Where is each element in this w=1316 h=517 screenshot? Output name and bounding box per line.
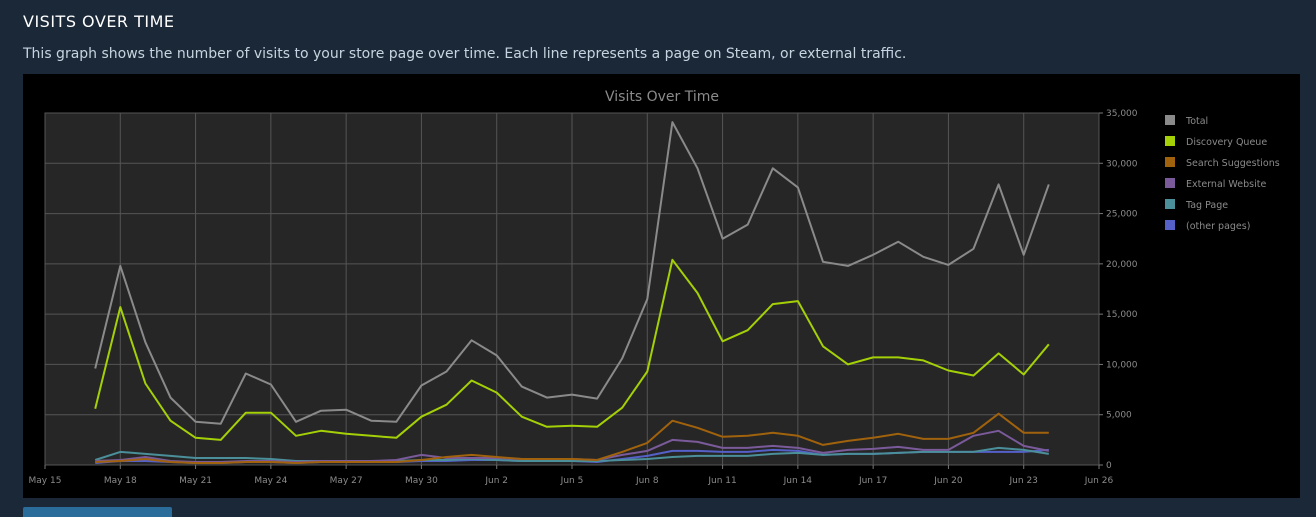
series-line-search-suggestions[interactable]	[95, 412, 1049, 464]
chart-panel: Visits Over Time May 15 May 18 May 21 May 2…	[23, 74, 1300, 498]
x-tick-label: Jun 26	[1084, 476, 1114, 486]
legend-label-total[interactable]: Total	[1185, 116, 1208, 127]
x-tick-label: Jun 8	[635, 476, 659, 486]
y-axis: 0 5,000 10,000 15,000 20,000 25,000 30,000 35,0…	[1099, 109, 1138, 471]
x-tick-label: May 18	[104, 476, 137, 486]
legend-label-other-pages[interactable]: (other pages)	[1186, 221, 1250, 232]
x-tick-label: Jun 2	[484, 476, 508, 486]
series-line-total[interactable]	[94, 121, 1050, 425]
legend-swatch-tag-page	[1165, 199, 1175, 209]
x-tick-label: Jun 23	[1009, 476, 1038, 486]
legend-swatch-other-pages	[1165, 220, 1175, 230]
x-tick-label: May 21	[179, 476, 212, 486]
x-tick-label: May 27	[330, 476, 363, 486]
series-lines	[94, 121, 1050, 464]
action-button[interactable]	[23, 507, 172, 517]
section-description: This graph shows the number of visits to…	[23, 46, 907, 62]
series-line-discovery-queue[interactable]	[94, 258, 1050, 441]
y-tick-label: 0	[1106, 461, 1112, 471]
grid-lines	[45, 113, 1099, 465]
x-axis: May 15 May 18 May 21 May 24 May 27 May 30 Jun …	[29, 465, 1114, 486]
legend-label-external-website[interactable]: External Website	[1186, 179, 1266, 190]
y-tick-label: 10,000	[1106, 360, 1138, 370]
y-tick-label: 30,000	[1106, 159, 1138, 169]
x-tick-label: Jun 17	[858, 476, 887, 486]
legend-swatch-external-website	[1165, 178, 1175, 188]
y-tick-label: 20,000	[1106, 260, 1138, 270]
y-tick-label: 15,000	[1106, 310, 1138, 320]
x-tick-label: Jun 20	[933, 476, 963, 486]
x-tick-label: May 15	[29, 476, 62, 486]
legend-swatch-discovery-queue	[1165, 136, 1175, 146]
x-tick-label: Jun 5	[560, 476, 584, 486]
chart-title: Visits Over Time	[605, 89, 719, 105]
legend: Total Discovery Queue Search Suggestions Ex…	[1165, 115, 1280, 232]
y-tick-label: 25,000	[1106, 210, 1138, 220]
y-tick-label: 35,000	[1106, 109, 1138, 119]
legend-label-tag-page[interactable]: Tag Page	[1185, 200, 1228, 211]
legend-label-discovery-queue[interactable]: Discovery Queue	[1186, 137, 1267, 148]
series-line-tag-page[interactable]	[94, 446, 1049, 462]
legend-swatch-total	[1165, 115, 1175, 125]
x-tick-label: May 30	[405, 476, 438, 486]
legend-label-search-suggestions[interactable]: Search Suggestions	[1186, 158, 1280, 169]
x-tick-label: Jun 11	[707, 476, 736, 486]
y-tick-label: 5,000	[1106, 411, 1132, 421]
section-title: VISITS OVER TIME	[23, 12, 175, 31]
visits-over-time-chart: Visits Over Time May 15 May 18 May 21 May 2…	[29, 89, 1280, 486]
x-tick-label: May 24	[254, 476, 287, 486]
legend-swatch-search-suggestions	[1165, 157, 1175, 167]
x-tick-label: Jun 14	[783, 476, 813, 486]
